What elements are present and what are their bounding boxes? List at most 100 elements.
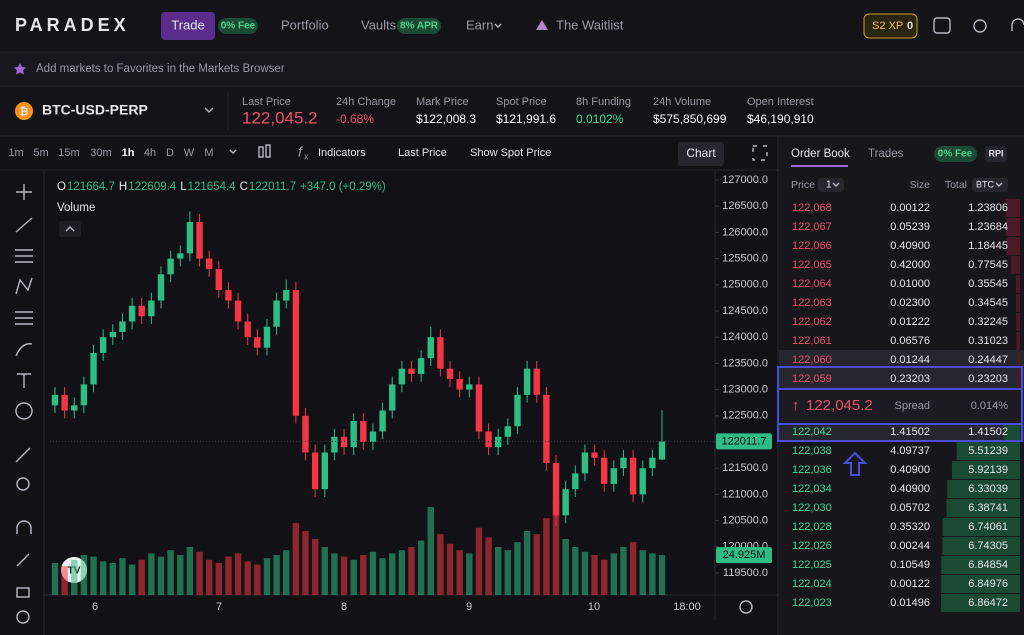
pattern-tool[interactable] [15, 277, 33, 295]
timeframe[interactable]: D [166, 147, 174, 159]
emoji-tool[interactable] [15, 402, 33, 420]
ob-size[interactable]: 0.00244 [890, 540, 930, 552]
chart-settings[interactable] [739, 600, 753, 614]
ob-size[interactable]: 0.05239 [890, 221, 930, 233]
col-unit[interactable]: BTC [976, 179, 995, 189]
ob-total[interactable]: 6.33039 [968, 483, 1008, 495]
tab[interactable]: Order Book [791, 148, 850, 160]
ob-total[interactable]: 0.23203 [968, 373, 1008, 385]
candle-icon[interactable] [265, 144, 271, 158]
ob-size[interactable]: 0.02300 [890, 297, 930, 309]
ob-price[interactable]: 122,060 [792, 354, 832, 366]
zoom-tool[interactable] [16, 477, 30, 491]
magnet-tool[interactable] [16, 520, 32, 534]
ob-size[interactable]: 0.00122 [890, 202, 930, 214]
lock-tool[interactable] [16, 587, 30, 598]
logo[interactable]: PARADEX [15, 15, 130, 35]
xp-label[interactable]: S2 XP [872, 20, 903, 32]
ob-size[interactable]: 0.06576 [890, 335, 930, 347]
line-tool[interactable] [15, 217, 33, 233]
ob-total[interactable]: 5.92139 [968, 464, 1008, 476]
ob-price[interactable]: 122,026 [792, 540, 832, 552]
ob-total[interactable]: 6.84976 [968, 578, 1008, 590]
ob-size[interactable]: 0.40900 [890, 464, 930, 476]
ob-size[interactable]: 0.35320 [890, 521, 930, 533]
terminal-icon[interactable] [933, 17, 951, 34]
last-price-toggle[interactable]: Last Price [398, 147, 447, 159]
nav-waitlist[interactable]: The Waitlist [556, 17, 624, 32]
ob-total[interactable]: 1.23684 [968, 221, 1008, 233]
ob-price[interactable]: 122,028 [792, 521, 832, 533]
spot-toggle[interactable]: Show Spot Price [470, 147, 551, 159]
ob-size[interactable]: 1.41502 [890, 426, 930, 438]
ob-price[interactable]: 122,042 [792, 426, 832, 438]
ob-price[interactable]: 122,059 [792, 373, 832, 385]
col-step[interactable]: 1 [826, 180, 832, 191]
ob-total[interactable]: 0.77545 [968, 259, 1008, 271]
ob-size[interactable]: 0.40900 [890, 483, 930, 495]
ob-total[interactable]: 0.34545 [968, 297, 1008, 309]
fib-tool[interactable] [15, 249, 33, 263]
ob-total[interactable]: 5.51239 [968, 445, 1008, 457]
settings-icon[interactable] [973, 19, 987, 33]
ruler-tool[interactable] [15, 447, 31, 463]
ob-price[interactable]: 122,062 [792, 316, 832, 328]
trade-button[interactable] [161, 12, 215, 40]
ob-price[interactable]: 122,068 [792, 202, 832, 214]
timeframe[interactable]: 4h [144, 147, 156, 159]
candle-icon[interactable] [258, 146, 264, 158]
eye-tool[interactable] [16, 610, 30, 624]
step-select[interactable] [818, 178, 844, 192]
tab[interactable]: Trades [868, 148, 904, 160]
ob-total[interactable]: 6.38741 [968, 502, 1008, 514]
ob-total[interactable]: 0.24447 [968, 354, 1008, 366]
ob-size[interactable]: 0.01244 [890, 354, 930, 366]
crosshair-tool[interactable] [16, 184, 32, 200]
market-symbol[interactable]: BTC-USD-PERP [42, 102, 148, 118]
ob-size[interactable]: 0.05702 [890, 502, 930, 514]
ob-size[interactable]: 0.01496 [890, 597, 930, 609]
text-tool[interactable] [17, 373, 31, 388]
timeframe[interactable]: 1h [122, 147, 135, 159]
ob-size[interactable]: 0.00122 [890, 578, 930, 590]
ob-total[interactable]: 6.74061 [968, 521, 1008, 533]
brush-tool[interactable] [15, 343, 33, 357]
ob-price[interactable]: 122,038 [792, 445, 832, 457]
ob-size[interactable]: 0.01222 [890, 316, 930, 328]
ob-total[interactable]: 0.31023 [968, 335, 1008, 347]
chart-label[interactable]: Chart [686, 146, 716, 160]
timeframe[interactable]: 5m [33, 147, 48, 159]
ob-price[interactable]: 122,030 [792, 502, 832, 514]
ob-total[interactable]: 0.35545 [968, 278, 1008, 290]
ob-total[interactable]: 1.18445 [968, 240, 1008, 252]
ob-size[interactable]: 0.01000 [890, 278, 930, 290]
ob-total[interactable]: 0.32245 [968, 316, 1008, 328]
ob-price[interactable]: 122,023 [792, 597, 832, 609]
timeframe[interactable]: W [184, 147, 195, 159]
timeframe[interactable]: M [204, 147, 213, 159]
ob-price[interactable]: 122,063 [792, 297, 832, 309]
ob-total[interactable]: 6.84854 [968, 559, 1008, 571]
timeframe[interactable]: 15m [58, 147, 79, 159]
ob-total[interactable]: 1.23806 [968, 202, 1008, 214]
indicators[interactable]: Indicators [318, 147, 366, 159]
nav-portfolio[interactable]: Portfolio [281, 17, 329, 32]
ob-price[interactable]: 122,024 [792, 578, 832, 590]
ob-price[interactable]: 122,067 [792, 221, 832, 233]
ob-size[interactable]: 0.40900 [890, 240, 930, 252]
timeframe[interactable]: 1m [8, 147, 23, 159]
chart-button[interactable] [678, 142, 724, 166]
ob-price[interactable]: 122,061 [792, 335, 832, 347]
nav-vaults[interactable]: Vaults [361, 17, 397, 32]
fullscreen-icon[interactable] [752, 145, 768, 161]
ob-price[interactable]: 122,034 [792, 483, 832, 495]
ob-price[interactable]: 122,066 [792, 240, 832, 252]
collapse-button[interactable] [59, 221, 81, 237]
ob-size[interactable]: 0.42000 [890, 259, 930, 271]
ob-size[interactable]: 0.10549 [890, 559, 930, 571]
ob-price[interactable]: 122,064 [792, 278, 832, 290]
xp-value[interactable]: 0 [907, 20, 913, 32]
unit-select[interactable] [972, 178, 1008, 192]
ob-size[interactable]: 0.23203 [890, 373, 930, 385]
nav-earn[interactable]: Earn [466, 17, 493, 32]
